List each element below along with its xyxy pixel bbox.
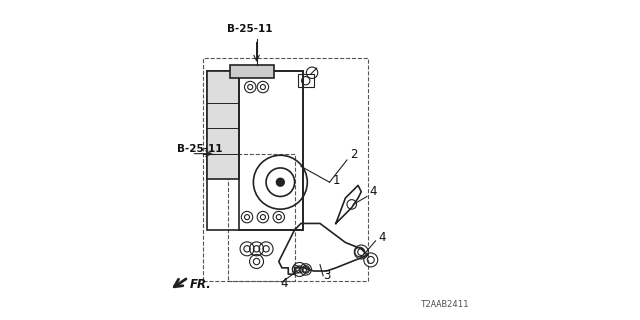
Bar [230, 65, 274, 77]
Bar [203, 59, 367, 281]
Bar [239, 71, 303, 230]
Text: B-25-11: B-25-11 [227, 24, 273, 34]
Text: 4: 4 [379, 231, 386, 244]
Text: 4: 4 [280, 277, 288, 290]
Bar [207, 71, 239, 179]
Bar [298, 74, 314, 87]
Text: FR.: FR. [189, 278, 211, 292]
Text: 1: 1 [333, 174, 340, 187]
Text: 2: 2 [350, 148, 358, 161]
Text: 4: 4 [369, 185, 377, 198]
Circle shape [276, 178, 284, 186]
Text: B-25-11: B-25-11 [177, 144, 223, 154]
Bar [228, 154, 294, 281]
Bar [207, 71, 303, 230]
Text: 3: 3 [323, 269, 330, 282]
Text: T2AAB2411: T2AAB2411 [420, 300, 469, 309]
